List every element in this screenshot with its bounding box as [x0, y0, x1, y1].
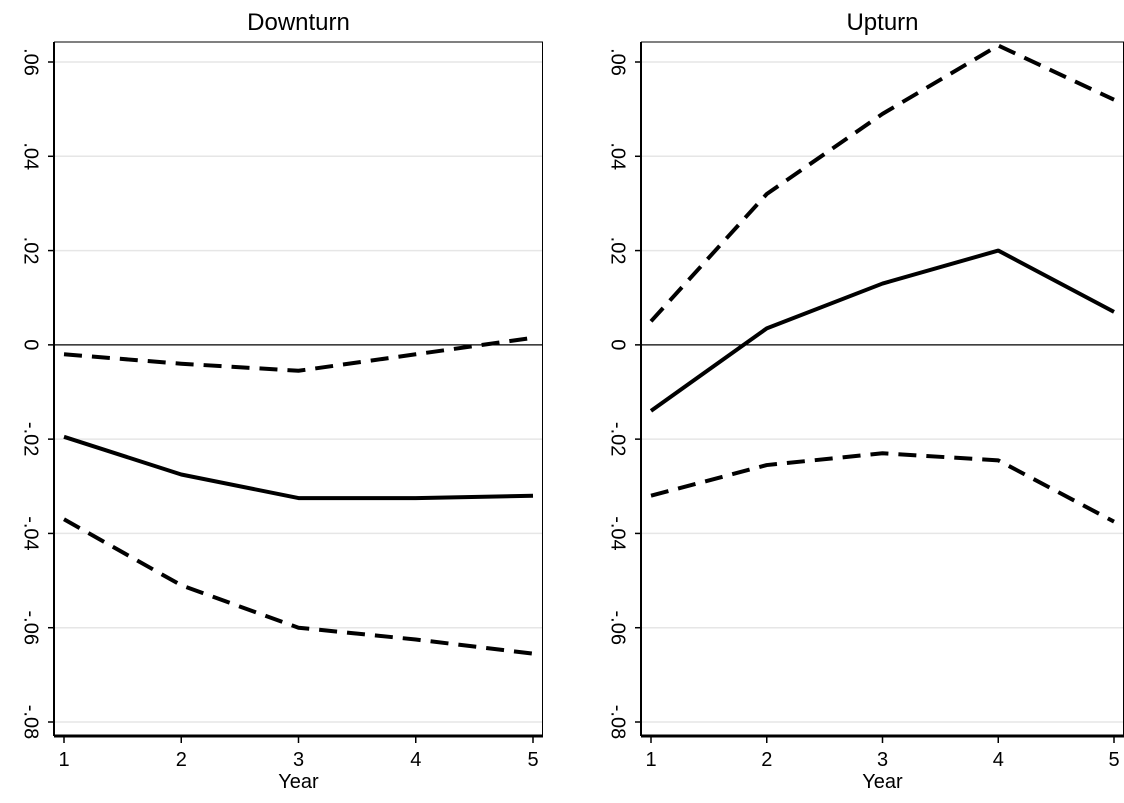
y-tick-label: .02	[20, 237, 42, 265]
x-tick-label: 3	[877, 749, 888, 771]
y-tick-label: .06	[607, 48, 629, 76]
x-tick-label: 5	[527, 749, 538, 771]
y-tick-label: .02	[607, 237, 629, 265]
panel-title: Downturn	[247, 9, 350, 36]
panel-upturn: -.08 -.06 -.04 -.02 0 .02 .04 .06 1 2 3 4 5 Upturn Yea…	[607, 9, 1124, 793]
y-tick-label: .04	[20, 142, 42, 170]
x-tick-label: 2	[176, 749, 187, 771]
series-line-upper	[63, 335, 534, 373]
x-tick-label: 1	[58, 749, 69, 771]
x-tick-label: 3	[293, 749, 304, 771]
y-tick-label: .04	[607, 142, 629, 170]
x-tick-label: 5	[1108, 749, 1119, 771]
y-tick-label: -.08	[20, 705, 42, 739]
y-tick-label: -.06	[20, 610, 42, 644]
y-tick-label: -.02	[607, 422, 629, 456]
y-tick-label: -.08	[607, 705, 629, 739]
series-line-upper	[649, 43, 1115, 323]
series-line-estimate	[63, 434, 534, 501]
x-tick-label: 2	[761, 749, 772, 771]
series-line-lower	[63, 517, 534, 656]
x-axis-label: Year	[278, 771, 319, 793]
y-tick-label: -.04	[20, 516, 42, 550]
y-tick-label: -.04	[607, 516, 629, 550]
y-tick-label: 0	[20, 339, 42, 350]
x-tick-label: 1	[645, 749, 656, 771]
series-line-lower	[650, 451, 1115, 524]
x-axis-label: Year	[862, 771, 903, 793]
x-tick-label: 4	[410, 749, 421, 771]
panel-downturn: -.08 -.06 -.04 -.02 0 .02 .04 .06 1 2 3 4 5 Downturn Y…	[20, 9, 543, 793]
y-tick-label: -.06	[607, 610, 629, 644]
series-line-estimate	[649, 248, 1115, 413]
y-tick-label: 0	[607, 339, 629, 350]
y-tick-label: .06	[20, 48, 42, 76]
x-tick-label: 4	[993, 749, 1004, 771]
y-tick-label: -.02	[20, 422, 42, 456]
panel-title: Upturn	[846, 9, 918, 36]
